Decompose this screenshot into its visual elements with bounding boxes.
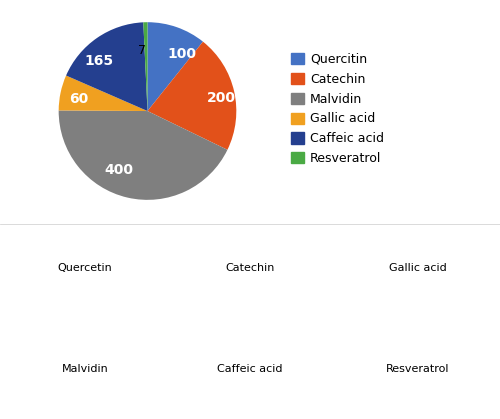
Text: 165: 165	[84, 54, 113, 68]
Text: Resveratrol: Resveratrol	[386, 364, 449, 374]
Wedge shape	[58, 75, 148, 111]
Wedge shape	[58, 111, 228, 200]
Text: 7: 7	[138, 44, 146, 57]
Text: 60: 60	[69, 91, 88, 106]
Text: 200: 200	[206, 91, 236, 105]
Wedge shape	[148, 22, 203, 111]
Wedge shape	[144, 22, 148, 111]
Text: 400: 400	[105, 163, 134, 177]
Text: Gallic acid: Gallic acid	[388, 263, 446, 273]
Wedge shape	[148, 41, 236, 150]
Legend: Quercitin, Catechin, Malvidin, Gallic acid, Caffeic acid, Resveratrol: Quercitin, Catechin, Malvidin, Gallic ac…	[291, 53, 384, 165]
Text: Quercetin: Quercetin	[58, 263, 112, 273]
Text: Caffeic acid: Caffeic acid	[217, 364, 283, 374]
Wedge shape	[66, 22, 148, 111]
Text: 100: 100	[168, 47, 196, 61]
Text: Malvidin: Malvidin	[62, 364, 108, 374]
Text: Catechin: Catechin	[226, 263, 274, 273]
